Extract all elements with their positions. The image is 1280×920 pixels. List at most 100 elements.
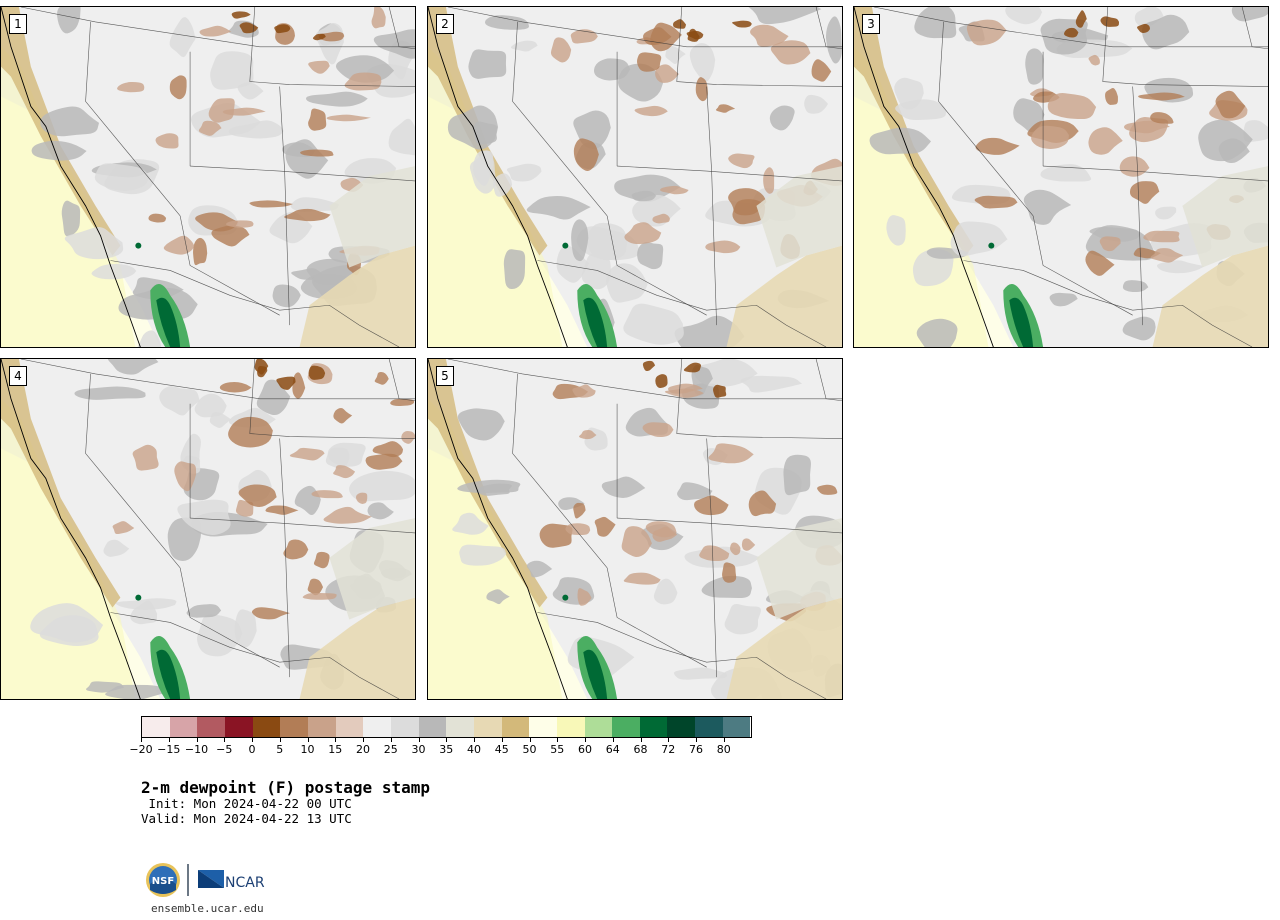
dewpoint-contour [763,167,775,194]
state-border [706,438,717,678]
state-border [279,86,290,326]
dewpoint-contour [228,120,284,139]
colorbar-tick-label: 25 [383,743,398,756]
dewpoint-contour [197,614,243,657]
dewpoint-contour [1025,48,1044,85]
dewpoint-contour [1156,260,1205,274]
dewpoint-contour [558,497,585,511]
dewpoint-contour [539,523,573,548]
state-border [249,7,415,87]
dewpoint-contour [1075,10,1087,28]
dewpoint-contour [653,578,678,605]
logos: NSF NCAR [146,863,265,897]
dewpoint-contour [728,188,767,216]
humid-region [562,242,569,249]
colorbar-tick-label: 68 [633,743,648,756]
dewpoint-contour [570,29,598,44]
dewpoint-contour [683,362,702,373]
dewpoint-contour [748,490,777,517]
plains-region [1182,166,1268,268]
dewpoint-contour [91,263,137,280]
dewpoint-contour [914,7,957,39]
dewpoint-contour [804,94,828,114]
colorbar-tick [224,738,226,742]
dewpoint-contour [159,386,200,416]
dewpoint-contour [169,17,196,58]
dewpoint-contour [631,190,657,202]
colorbar-tick-label: 0 [248,743,256,756]
dewpoint-contour [219,382,252,393]
dewpoint-contour [390,398,415,407]
colorbar-tick [723,738,725,742]
state-border [190,165,415,182]
dewpoint-contour [1129,181,1160,204]
dewpoint-contour [313,551,330,569]
dewpoint-contour [103,539,130,557]
product-title: 2-m dewpoint (F) postage stamp [141,778,430,797]
dewpoint-contour [655,64,679,83]
dewpoint-contour [486,589,510,605]
colorbar-tick-label: 40 [467,743,481,756]
dewpoint-contour [974,195,1018,209]
dewpoint-contour [1031,125,1069,149]
dewpoint-contour [713,384,727,398]
dewpoint-contour [155,133,179,149]
dewpoint-contour [578,429,597,440]
dewpoint-contour [594,516,616,537]
colorbar-tick [446,738,448,742]
dewpoint-contour [323,506,372,524]
dewpoint-contour [473,150,494,186]
state-border [815,359,842,402]
colorbar-tick [390,738,392,742]
member-label: 3 [862,14,880,34]
coastal-band [428,7,548,256]
dewpoint-contour [61,200,81,237]
dewpoint-contour [473,121,498,145]
dewpoint-contour [276,376,296,390]
dewpoint-contour [769,105,795,131]
colorbar-swatch [197,717,225,737]
dewpoint-contour [300,149,334,157]
state-border [1102,7,1268,87]
colorbar-tick [668,738,670,742]
dewpoint-contour [573,138,599,171]
dewpoint-contour [1040,18,1088,55]
dewpoint-map [854,7,1268,347]
plains-region [756,166,842,268]
dewpoint-contour [643,27,672,46]
dewpoint-contour [1047,93,1097,120]
dewpoint-contour [194,393,227,418]
colorbar-tick-label: 45 [494,743,509,756]
state-border [963,260,1253,347]
dewpoint-contour [1049,292,1078,307]
dewpoint-contour [177,499,231,535]
member-map-4: 4 [0,358,416,700]
colorbar-tick [307,738,309,742]
dewpoint-contour [701,575,752,599]
dewpoint-contour [556,245,590,283]
state-border [388,359,415,402]
dewpoint-contour [1088,54,1100,66]
dewpoint-contour [388,118,415,156]
colorbar-tick-label: 5 [276,743,284,756]
plains-region [329,166,415,268]
state-border [179,567,280,668]
coastline [428,359,568,699]
colorbar-tick-label: 72 [661,743,676,756]
dewpoint-contour [624,222,662,245]
dewpoint-contour [730,542,741,556]
state-border [1043,165,1268,182]
dewpoint-contour [825,16,842,64]
dewpoint-contour [112,521,135,535]
colorbar-tick-label: 20 [356,743,370,756]
dewpoint-contour [894,77,924,110]
dewpoint-contour [708,443,754,464]
state-border [938,21,1034,216]
colorbar-tick [141,738,142,742]
dewpoint-contour [365,453,403,470]
dewpoint-contour [732,20,752,28]
ncar-logo-icon: NCAR [198,870,265,891]
state-border [179,215,280,316]
dewpoint-contour [642,422,674,438]
dewpoint-contour [355,492,368,504]
